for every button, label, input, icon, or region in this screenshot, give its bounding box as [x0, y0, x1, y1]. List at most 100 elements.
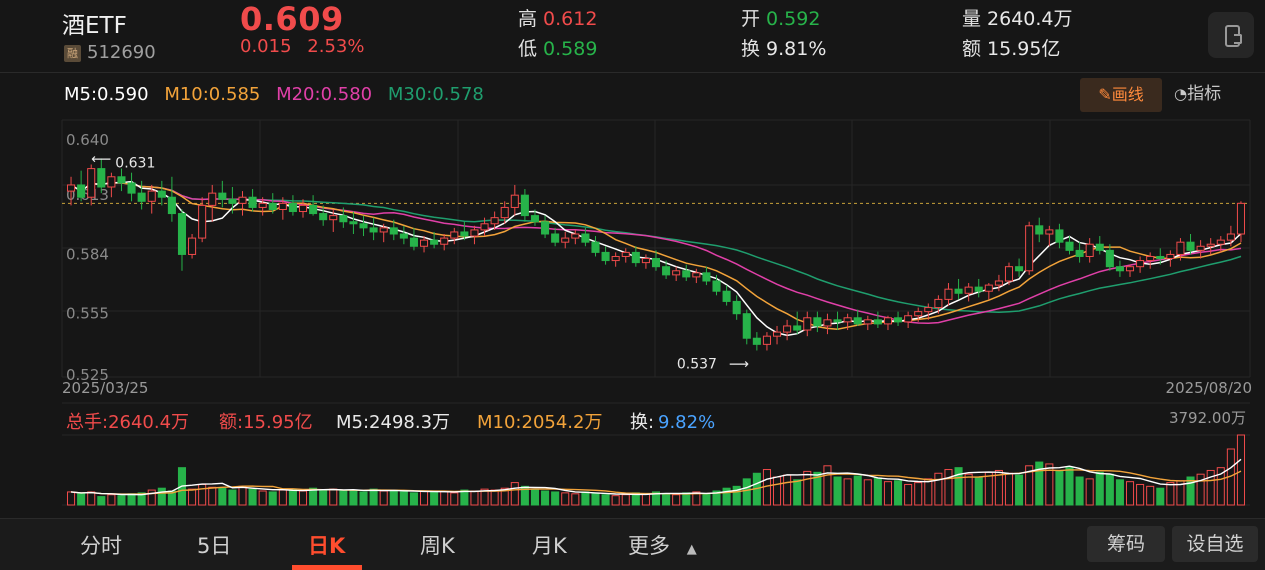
candle-body [833, 319, 842, 323]
volume-bar [107, 494, 116, 506]
volume-bar [541, 490, 550, 506]
ma5-label: M5:0.590 [64, 84, 149, 105]
candle-body [208, 192, 217, 206]
volume-ma5-line [70, 458, 1242, 496]
candle [520, 189, 529, 222]
volume-bar [1065, 467, 1074, 506]
candle [1075, 242, 1084, 263]
candle [399, 225, 408, 245]
volume-bar [682, 492, 691, 506]
volume-ma5-label: M5:2498.3万 [336, 412, 450, 433]
candle-body [67, 184, 76, 192]
quote-label: 换 [741, 38, 761, 60]
candle-body [934, 298, 943, 309]
candle-body [611, 255, 620, 262]
candle [218, 180, 227, 208]
candle [924, 303, 933, 320]
volume-bar [1075, 476, 1084, 506]
volume-bar [379, 490, 388, 506]
tab-daily-k[interactable]: 日K [308, 534, 346, 558]
tab-weekly-k[interactable]: 周K [420, 534, 455, 558]
more-label: 更多 [628, 534, 670, 558]
candle [1216, 236, 1225, 253]
candle-body [510, 194, 519, 208]
candle-body [803, 317, 812, 331]
candle-body [500, 206, 509, 219]
candle [641, 254, 650, 269]
candle [268, 193, 277, 214]
candles [67, 158, 1245, 351]
candle-body [924, 307, 933, 313]
candle [198, 197, 207, 243]
volume-bar [843, 478, 852, 506]
volume-bar [298, 490, 308, 506]
chips-button[interactable]: 筹码 [1087, 526, 1165, 562]
quote-open: 开 0.592 [741, 4, 820, 31]
candle [974, 278, 983, 298]
volume-bar [894, 480, 903, 506]
y-tick-label: 0.555 [66, 305, 109, 323]
volume-bar [288, 488, 297, 506]
candle-body [813, 317, 822, 327]
candle-body [188, 237, 197, 255]
volume-bar [389, 489, 398, 506]
tab-monthly-k[interactable]: 月K [532, 534, 567, 558]
candle [500, 201, 509, 224]
tab-more[interactable]: 更多 ▲ [628, 530, 697, 560]
volume-bar [87, 491, 96, 506]
draw-line-button[interactable]: ✎画线 [1080, 78, 1162, 112]
tab-intraday[interactable]: 分时 [80, 534, 122, 558]
tab-5day[interactable]: 5日 [197, 534, 232, 558]
candle [621, 248, 630, 263]
volume-bar [329, 488, 338, 506]
candle [288, 195, 297, 216]
gauge-icon: ◔ [1174, 85, 1188, 103]
volume-bar [1186, 476, 1195, 506]
volume-bar [641, 493, 650, 506]
volume-bar [783, 474, 792, 506]
candle-body [984, 284, 993, 292]
candle [1236, 201, 1245, 243]
candle [460, 221, 469, 241]
candle [833, 311, 842, 331]
volume-bar [551, 491, 560, 506]
candle-body [1136, 260, 1145, 268]
quote-label: 高 [518, 8, 538, 30]
device-switch-button[interactable] [1208, 12, 1254, 58]
candle-body [1226, 233, 1235, 241]
candle-body [298, 204, 308, 213]
candle-body [914, 311, 923, 317]
volume-bar [450, 492, 459, 506]
candle-body [117, 176, 126, 184]
candle-body [944, 288, 953, 300]
candle [117, 168, 126, 192]
add-watchlist-button[interactable]: 设自选 [1172, 526, 1258, 562]
candle-body [1196, 245, 1205, 251]
last-price: 0.609 [240, 0, 344, 38]
candle [772, 325, 782, 345]
volume-ma-lines [70, 458, 1242, 496]
volume-bar [97, 496, 106, 506]
candle [339, 207, 348, 228]
candle [651, 250, 661, 271]
candle-body [177, 213, 187, 255]
volume-ma10-label: M10:2054.2万 [477, 412, 602, 433]
low-marker-label: 0.537 [677, 356, 717, 372]
volume-bar [369, 488, 378, 506]
candle-body [248, 196, 257, 208]
indicator-button[interactable]: ◔指标 [1174, 79, 1221, 104]
candle-body [399, 233, 408, 239]
volume-bar [198, 483, 207, 506]
candle-body [994, 280, 1003, 286]
quote-amount: 额 15.95亿 [962, 34, 1060, 61]
candle [541, 215, 550, 239]
candle [561, 231, 570, 249]
change-value: 0.015 [240, 36, 292, 57]
quote-label: 量 [962, 8, 982, 30]
candle-body [319, 213, 328, 221]
candle [319, 205, 328, 226]
high-marker-arrow: ⟵ [91, 151, 111, 167]
candle [1226, 225, 1235, 247]
candle-body [702, 272, 711, 282]
